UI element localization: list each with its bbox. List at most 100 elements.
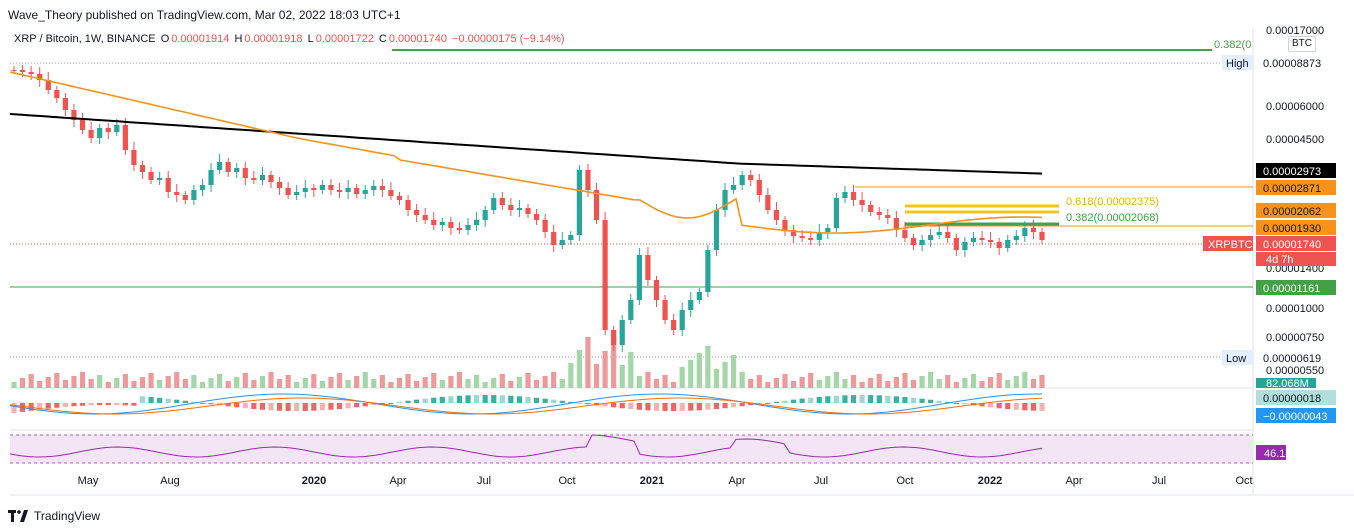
candle-body bbox=[996, 242, 1002, 248]
volume-bar bbox=[619, 365, 625, 388]
macd-bar bbox=[448, 396, 454, 403]
macd-bar bbox=[551, 399, 557, 403]
macd-bar bbox=[962, 403, 968, 405]
candle-body bbox=[311, 188, 317, 190]
macd-bar bbox=[251, 403, 257, 410]
macd-bar bbox=[910, 397, 917, 403]
candle-body bbox=[19, 70, 26, 72]
volume-bar bbox=[97, 375, 103, 388]
candle-body bbox=[285, 188, 291, 195]
volume-bar bbox=[465, 379, 471, 388]
volume-bar bbox=[559, 379, 565, 388]
candle-body bbox=[1030, 228, 1037, 232]
volume-bar bbox=[542, 376, 548, 388]
macd-bar bbox=[765, 402, 771, 404]
countdown-bg bbox=[1256, 252, 1336, 266]
volume-bar bbox=[671, 382, 677, 388]
time-tick: Jul bbox=[814, 475, 828, 487]
time-tick: Jul bbox=[1152, 475, 1166, 487]
macd-bar bbox=[174, 399, 180, 403]
macd-bar bbox=[311, 403, 317, 411]
volume-bar bbox=[276, 379, 283, 388]
candle-body bbox=[653, 280, 660, 300]
candle-body bbox=[345, 188, 351, 192]
macd-bar bbox=[268, 403, 274, 411]
candle-body bbox=[371, 186, 377, 190]
volume-bar bbox=[439, 380, 445, 388]
price-axis-ticks: 0.000170000.000060000.000045000.00001400… bbox=[1266, 25, 1324, 377]
price-tick: 0.00006000 bbox=[1266, 101, 1324, 113]
volume-bar bbox=[208, 378, 214, 388]
price-tick: 0.00000750 bbox=[1266, 332, 1324, 344]
countdown: 4d 7h bbox=[1266, 254, 1294, 266]
macd-bar bbox=[979, 403, 985, 407]
macd-bar bbox=[1005, 403, 1011, 410]
macd-bar bbox=[773, 401, 780, 403]
volume-bar bbox=[54, 373, 60, 388]
volume-bar bbox=[122, 374, 128, 388]
macd-bar bbox=[868, 395, 874, 403]
candle-body bbox=[1039, 232, 1045, 240]
macd-bar bbox=[259, 403, 266, 410]
volume-bar bbox=[191, 375, 197, 388]
candle-body bbox=[45, 80, 51, 90]
macd-bar bbox=[756, 403, 762, 405]
macd-bar bbox=[465, 395, 471, 403]
candle-body bbox=[28, 72, 34, 74]
macd-bar bbox=[859, 395, 865, 403]
macd-bar bbox=[936, 400, 942, 403]
macd-bar bbox=[62, 403, 68, 407]
macd-bar bbox=[79, 403, 86, 406]
volume-bar bbox=[662, 375, 668, 388]
price-tag-bg bbox=[1203, 236, 1253, 251]
volume-bar bbox=[11, 382, 17, 388]
candle-body bbox=[157, 178, 163, 180]
price-label-bg bbox=[1256, 203, 1336, 218]
volume-bar bbox=[722, 362, 728, 388]
volume-bar bbox=[782, 374, 788, 388]
candle-body bbox=[294, 192, 300, 195]
macd-bar bbox=[1039, 403, 1045, 411]
macd-bar bbox=[439, 396, 445, 403]
volume-bar bbox=[1013, 376, 1019, 388]
candle-body bbox=[114, 125, 120, 132]
volume-bar bbox=[422, 377, 428, 388]
volume-bar bbox=[953, 382, 959, 388]
candle-body bbox=[182, 195, 188, 200]
candle-body bbox=[945, 232, 951, 238]
volume-bar bbox=[345, 380, 351, 388]
legend-close: 0.00001740 bbox=[388, 33, 447, 45]
price-tag-bg bbox=[1222, 55, 1253, 70]
price-tag: High bbox=[1226, 58, 1249, 70]
candle-body bbox=[799, 236, 805, 238]
candle-body bbox=[551, 232, 557, 245]
candle-body bbox=[165, 178, 171, 192]
macd-bar bbox=[876, 395, 882, 403]
macd-bar bbox=[354, 403, 360, 408]
volume-bar bbox=[448, 376, 454, 388]
macd-bar bbox=[11, 403, 17, 413]
volume-bar bbox=[79, 372, 86, 388]
macd-bar bbox=[611, 403, 617, 408]
currency-button[interactable]: BTC bbox=[1288, 36, 1316, 52]
volume-bar bbox=[602, 351, 608, 388]
time-tick: Aug bbox=[160, 475, 180, 487]
macd-bar bbox=[833, 395, 839, 403]
macd-bar bbox=[302, 403, 308, 411]
candle-body bbox=[97, 128, 103, 138]
volume-label-bg bbox=[1256, 378, 1316, 388]
time-tick: Apr bbox=[389, 475, 406, 487]
macd-bar bbox=[559, 400, 565, 403]
volume-bar bbox=[1005, 380, 1011, 388]
candle-body bbox=[568, 235, 574, 240]
macd-label: −0.00000043 bbox=[1263, 411, 1328, 423]
macd-bar bbox=[54, 403, 60, 408]
candle-body bbox=[893, 218, 899, 230]
candle-body bbox=[148, 172, 154, 180]
volume-bar bbox=[988, 377, 994, 388]
candle-body bbox=[465, 225, 471, 230]
volume-bar bbox=[414, 381, 420, 388]
price-label: 0.00002973 bbox=[1263, 166, 1321, 178]
macd-bar bbox=[285, 403, 291, 411]
